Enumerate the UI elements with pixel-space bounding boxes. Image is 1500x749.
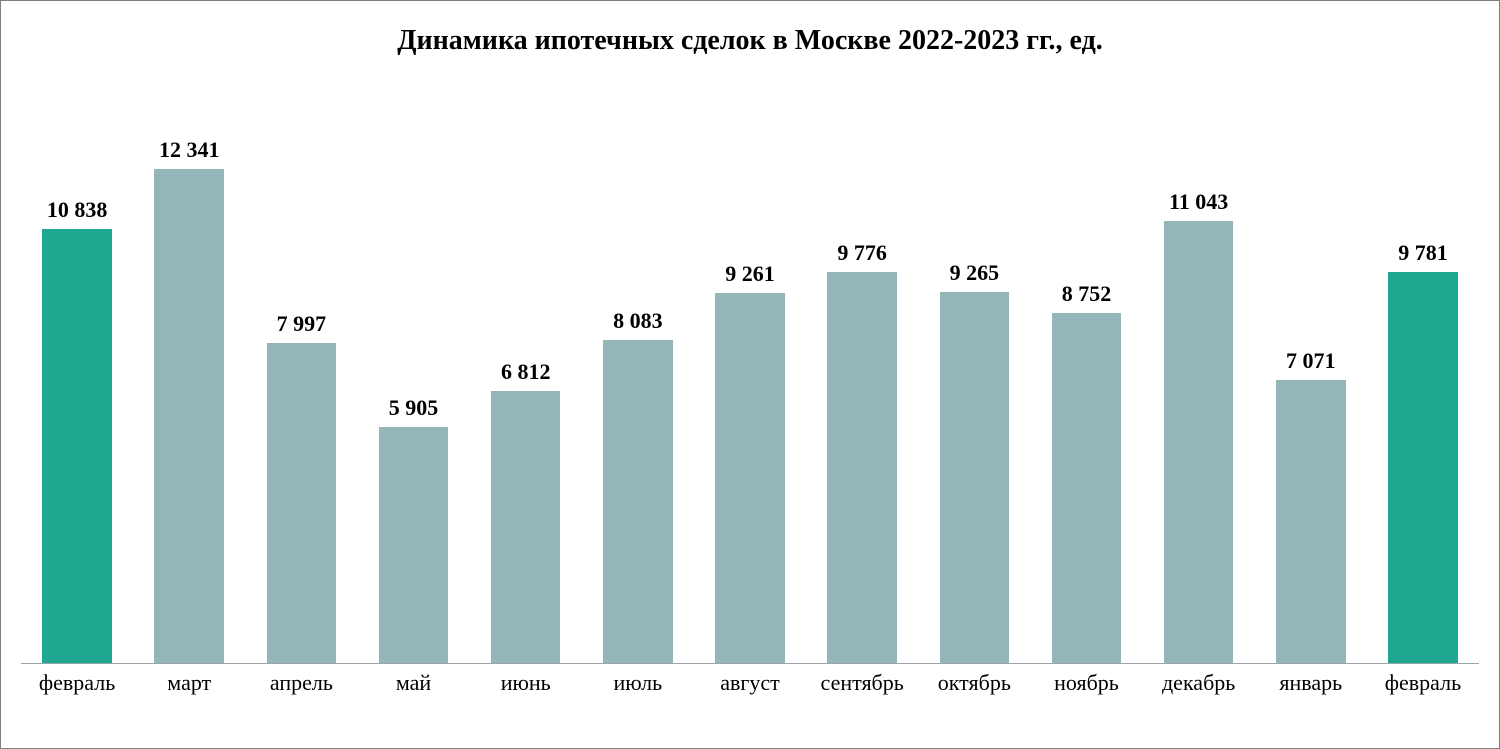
- bar: [1052, 313, 1122, 663]
- bar: [379, 427, 449, 663]
- bar-value-label: 7 071: [1286, 348, 1336, 374]
- bar-value-label: 10 838: [47, 197, 108, 223]
- bar: [940, 292, 1010, 663]
- x-axis-label: апрель: [245, 670, 357, 696]
- x-axis-labels: февральмартапрельмайиюньиюльавгустсентяб…: [13, 664, 1487, 696]
- x-axis-label: август: [694, 670, 806, 696]
- bar: [491, 391, 561, 663]
- bar-column: 12 341: [133, 137, 245, 663]
- x-axis-label: июнь: [470, 670, 582, 696]
- bar-column: 7 997: [245, 311, 357, 663]
- x-axis-label: май: [357, 670, 469, 696]
- bar-value-label: 5 905: [389, 395, 439, 421]
- bar-column: 8 752: [1030, 281, 1142, 663]
- x-axis-label: февраль: [21, 670, 133, 696]
- bar-value-label: 9 776: [837, 240, 887, 266]
- bar-value-label: 8 752: [1062, 281, 1112, 307]
- bottom-spacer: [13, 696, 1487, 736]
- x-axis-label: сентябрь: [806, 670, 918, 696]
- bar: [827, 272, 897, 663]
- bar-column: 11 043: [1143, 189, 1255, 663]
- x-axis-label: февраль: [1367, 670, 1479, 696]
- bar-column: 9 781: [1367, 240, 1479, 663]
- bar: [1388, 272, 1458, 663]
- bar: [1164, 221, 1234, 663]
- chart-container: Динамика ипотечных сделок в Москве 2022-…: [0, 0, 1500, 749]
- bar: [154, 169, 224, 663]
- bar-value-label: 9 781: [1398, 240, 1448, 266]
- chart-title: Динамика ипотечных сделок в Москве 2022-…: [13, 25, 1487, 57]
- bar-value-label: 12 341: [159, 137, 220, 163]
- bar-column: 7 071: [1255, 348, 1367, 663]
- bar-value-label: 7 997: [277, 311, 327, 337]
- x-axis-label: октябрь: [918, 670, 1030, 696]
- bar-column: 8 083: [582, 308, 694, 663]
- bar-column: 9 265: [918, 260, 1030, 663]
- x-axis-label: ноябрь: [1030, 670, 1142, 696]
- bar: [267, 343, 337, 663]
- x-axis-label: март: [133, 670, 245, 696]
- bar: [603, 340, 673, 663]
- bar-column: 9 261: [694, 261, 806, 663]
- x-axis-label: декабрь: [1143, 670, 1255, 696]
- bar-column: 5 905: [357, 395, 469, 663]
- bar-column: 9 776: [806, 240, 918, 663]
- x-axis-label: июль: [582, 670, 694, 696]
- x-axis-label: январь: [1255, 670, 1367, 696]
- bar-value-label: 8 083: [613, 308, 663, 334]
- bar-column: 10 838: [21, 197, 133, 663]
- bar: [42, 229, 112, 663]
- bar: [1276, 380, 1346, 663]
- bar-value-label: 11 043: [1169, 189, 1228, 215]
- bar-value-label: 9 265: [950, 260, 1000, 286]
- bars-area: 10 838 12 341 7 997 5 905 6 812 8 083 9 261 9 7…: [13, 65, 1487, 663]
- plot-area: 10 838 12 341 7 997 5 905 6 812 8 083 9 261 9 7…: [13, 65, 1487, 736]
- bar-column: 6 812: [470, 359, 582, 663]
- bar-value-label: 9 261: [725, 261, 775, 287]
- bar: [715, 293, 785, 663]
- bar-value-label: 6 812: [501, 359, 551, 385]
